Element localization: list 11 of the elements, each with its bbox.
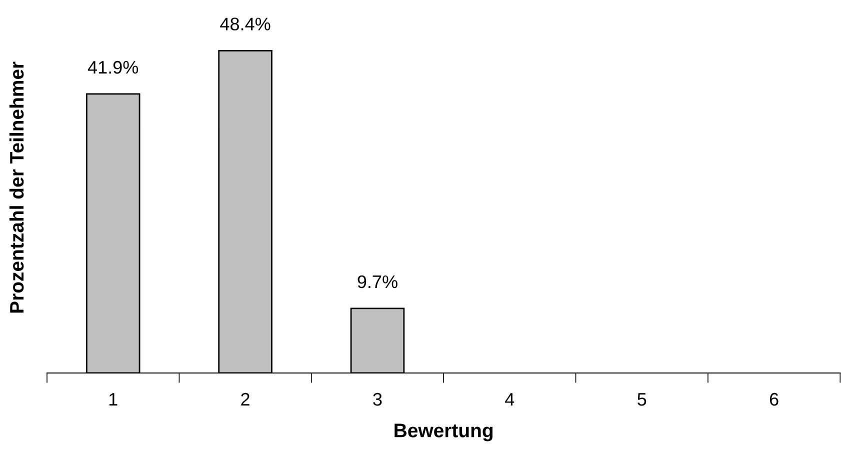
x-tick-label: 3 <box>373 392 382 406</box>
data-label: 48.4% <box>220 18 270 30</box>
x-tick-label: 6 <box>770 392 778 406</box>
y-axis-title: Prozentzahl der Teilnehmer <box>9 62 24 313</box>
data-label: 9.7% <box>358 275 398 288</box>
x-tick-label: 5 <box>638 393 646 406</box>
x-axis-title: Bewertung <box>394 424 493 442</box>
data-label: 41.9% <box>88 60 138 74</box>
x-tick-label: 1 <box>109 393 118 406</box>
x-tick-label: 4 <box>505 393 514 406</box>
x-tick-label: 2 <box>241 392 250 406</box>
